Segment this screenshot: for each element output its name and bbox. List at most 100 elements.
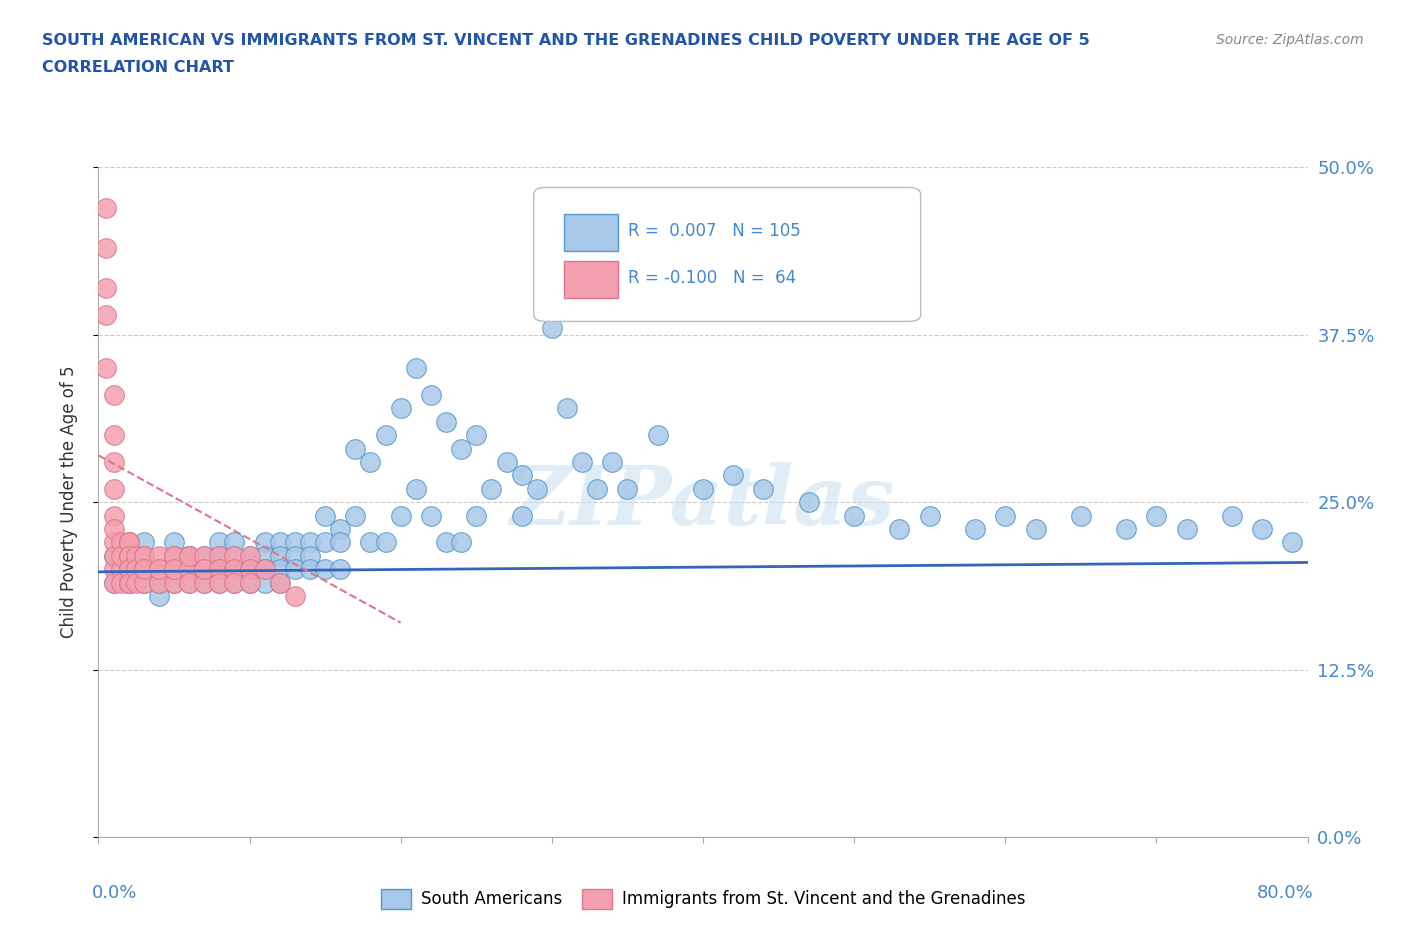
Point <box>269 549 291 564</box>
Point <box>360 535 382 550</box>
Y-axis label: Child Poverty Under the Age of 5: Child Poverty Under the Age of 5 <box>59 365 77 639</box>
Point <box>103 575 125 590</box>
Point <box>269 575 291 590</box>
Point <box>269 575 291 590</box>
Point <box>360 455 382 470</box>
Point <box>284 535 307 550</box>
Point <box>224 575 246 590</box>
Point <box>374 535 396 550</box>
Point <box>602 455 624 470</box>
Point <box>374 428 396 443</box>
Point <box>148 575 170 590</box>
Point <box>239 575 262 590</box>
Point <box>253 549 276 564</box>
Point <box>110 562 132 577</box>
Point <box>132 562 155 577</box>
Point <box>163 549 186 564</box>
Point <box>94 307 117 322</box>
Point <box>299 562 322 577</box>
Point <box>132 549 155 564</box>
Point <box>540 321 562 336</box>
Point <box>1144 508 1167 523</box>
Point <box>616 482 638 497</box>
Point <box>163 549 186 564</box>
Point <box>163 562 186 577</box>
Point <box>163 535 186 550</box>
Point <box>94 240 117 255</box>
Point <box>208 562 231 577</box>
Text: R = -0.100   N =  64: R = -0.100 N = 64 <box>628 269 796 286</box>
Point <box>284 562 307 577</box>
Point <box>269 535 291 550</box>
Point <box>103 455 125 470</box>
Point <box>389 401 412 416</box>
Point <box>797 495 820 510</box>
Point <box>103 549 125 564</box>
Point <box>495 455 517 470</box>
Point <box>692 482 714 497</box>
Point <box>179 575 201 590</box>
Point <box>450 535 472 550</box>
Point <box>1281 535 1303 550</box>
Point <box>193 575 215 590</box>
Point <box>103 508 125 523</box>
Point <box>918 508 941 523</box>
Point <box>208 562 231 577</box>
Point <box>94 200 117 215</box>
Point <box>405 361 427 376</box>
Point <box>179 575 201 590</box>
Point <box>148 562 170 577</box>
Point <box>526 482 548 497</box>
Point <box>239 562 262 577</box>
Point <box>148 575 170 590</box>
Point <box>132 562 155 577</box>
Point <box>299 549 322 564</box>
Point <box>224 562 246 577</box>
Point <box>1070 508 1092 523</box>
Point <box>163 575 186 590</box>
Point <box>193 562 215 577</box>
Point <box>103 428 125 443</box>
Point <box>1024 522 1046 537</box>
FancyBboxPatch shape <box>564 214 619 251</box>
Point <box>179 562 201 577</box>
Point <box>118 575 141 590</box>
Text: 0.0%: 0.0% <box>93 884 138 902</box>
Point <box>118 562 141 577</box>
Point <box>224 562 246 577</box>
Point <box>253 535 276 550</box>
Point <box>239 562 262 577</box>
Point <box>110 575 132 590</box>
Point <box>314 562 336 577</box>
Point <box>284 589 307 604</box>
Point <box>208 549 231 564</box>
Point <box>253 575 276 590</box>
Point <box>284 549 307 564</box>
Point <box>239 562 262 577</box>
Point <box>103 388 125 403</box>
Point <box>179 549 201 564</box>
Point <box>94 361 117 376</box>
Point <box>420 388 443 403</box>
Point <box>193 549 215 564</box>
Point <box>163 562 186 577</box>
Point <box>193 549 215 564</box>
Point <box>965 522 987 537</box>
Point <box>103 575 125 590</box>
Point <box>1175 522 1198 537</box>
Point <box>132 575 155 590</box>
Point <box>224 535 246 550</box>
Point <box>163 562 186 577</box>
Point <box>125 575 148 590</box>
Point <box>299 535 322 550</box>
Point <box>118 575 141 590</box>
Point <box>208 549 231 564</box>
Point <box>1251 522 1274 537</box>
Point <box>329 522 352 537</box>
Text: SOUTH AMERICAN VS IMMIGRANTS FROM ST. VINCENT AND THE GRENADINES CHILD POVERTY U: SOUTH AMERICAN VS IMMIGRANTS FROM ST. VI… <box>42 33 1090 47</box>
Point <box>224 575 246 590</box>
Point <box>208 575 231 590</box>
Text: Source: ZipAtlas.com: Source: ZipAtlas.com <box>1216 33 1364 46</box>
Point <box>118 535 141 550</box>
Point <box>118 535 141 550</box>
